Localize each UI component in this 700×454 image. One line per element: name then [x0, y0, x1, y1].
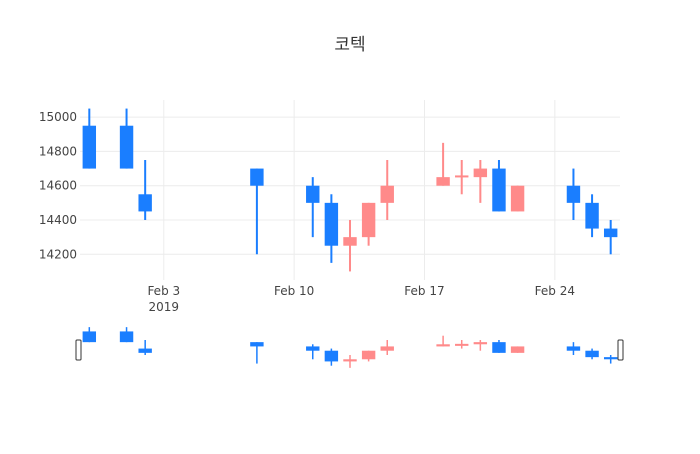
slider-candle-body	[566, 346, 581, 351]
candle-decreasing[interactable]	[306, 177, 320, 238]
slider-candle-body	[603, 357, 618, 360]
slider-candle-body	[492, 342, 506, 353]
candle-decreasing[interactable]	[324, 194, 339, 263]
slider-candle-body	[510, 346, 525, 353]
grid-layer	[80, 100, 620, 280]
slider-candle	[585, 348, 599, 360]
candle-decreasing[interactable]	[566, 168, 581, 220]
candle-decreasing[interactable]	[250, 168, 264, 255]
slider-candle	[250, 342, 264, 364]
axis-layer: 14200 14400 14600 14800 15000 Feb 3 2019 Feb 10…	[39, 110, 575, 314]
x-tick-year-label: 2019	[149, 300, 180, 314]
candle-body	[343, 237, 357, 246]
candle-body	[361, 202, 376, 238]
candle-body	[380, 185, 394, 203]
slider-candle	[603, 355, 618, 364]
slider-candle	[82, 327, 97, 343]
slider-candle-body	[306, 346, 320, 351]
candle-increasing[interactable]	[436, 142, 450, 186]
y-tick-label: 14400	[39, 213, 77, 227]
candle-body	[492, 168, 506, 212]
candle-body	[510, 185, 525, 212]
slider-candle	[343, 355, 357, 368]
slider-candle	[510, 346, 525, 353]
x-tick-label: Feb 10	[274, 284, 314, 298]
slider-candle	[361, 350, 376, 362]
slider-candle	[306, 344, 320, 360]
slider-candle-body	[324, 350, 339, 362]
candle-body	[585, 202, 599, 229]
candle-body	[250, 168, 264, 186]
slider-candle-body	[473, 342, 488, 345]
slider-candle-body	[343, 359, 357, 362]
slider-handle-right[interactable]	[617, 339, 624, 361]
candle-body	[119, 125, 134, 169]
slider-candle-body	[361, 350, 376, 360]
candle-increasing[interactable]	[473, 160, 488, 203]
slider-candle	[566, 342, 581, 355]
candle-decreasing[interactable]	[585, 194, 599, 238]
y-tick-label: 14600	[39, 179, 77, 193]
slider-candle	[119, 327, 134, 343]
chart-title: 코텍	[334, 35, 365, 55]
slider-handle-left[interactable]	[75, 339, 82, 361]
candle-body	[138, 194, 152, 212]
slider-candle-body	[250, 342, 264, 347]
y-tick-label: 15000	[39, 110, 77, 124]
y-tick-label: 14800	[39, 144, 77, 158]
slider-candle-body	[138, 348, 152, 353]
slider-candle	[138, 340, 152, 355]
candle-decreasing[interactable]	[138, 160, 152, 220]
candle-decreasing[interactable]	[82, 108, 97, 169]
candle-increasing[interactable]	[343, 220, 357, 272]
candle-body	[436, 177, 450, 186]
candle-body	[603, 228, 618, 238]
candle-increasing[interactable]	[455, 160, 469, 195]
slider-candle	[473, 340, 488, 351]
candle-increasing[interactable]	[361, 202, 376, 246]
candle-body	[82, 125, 97, 169]
slider-candle	[455, 340, 469, 349]
slider-candle	[436, 335, 450, 347]
candles-layer[interactable]	[82, 108, 618, 272]
slider-candle-body	[436, 344, 450, 347]
slider-candle-body	[455, 343, 469, 346]
slider-candle-body	[585, 350, 599, 358]
slider-candle	[324, 348, 339, 366]
candle-body	[324, 202, 339, 246]
candle-body	[306, 185, 320, 203]
slider-candle-body	[380, 346, 394, 351]
candle-increasing[interactable]	[510, 185, 525, 212]
y-tick-label: 14200	[39, 247, 77, 261]
x-tick-label: Feb 17	[404, 284, 444, 298]
slider-candle-body	[119, 331, 134, 343]
slider-candle	[380, 340, 394, 355]
candle-decreasing[interactable]	[603, 220, 618, 255]
x-tick-label: Feb 3	[147, 284, 180, 298]
candle-body	[566, 185, 581, 203]
range-slider[interactable]	[75, 327, 624, 368]
candle-body	[455, 175, 469, 178]
candle-body	[473, 168, 488, 178]
candle-decreasing[interactable]	[119, 108, 134, 169]
candle-decreasing[interactable]	[492, 160, 506, 212]
slider-candle	[492, 340, 506, 353]
slider-candle-body	[82, 331, 97, 343]
x-tick-label: Feb 24	[535, 284, 575, 298]
candle-increasing[interactable]	[380, 160, 394, 220]
